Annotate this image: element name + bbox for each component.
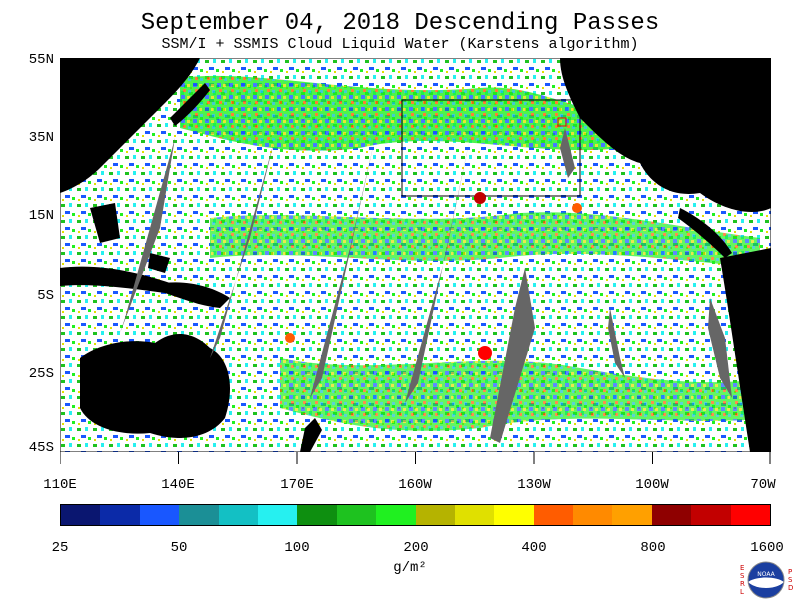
red-marker-box bbox=[557, 117, 567, 127]
colorbar-label: 25 bbox=[51, 540, 69, 556]
colorbar-label: 1600 bbox=[750, 540, 784, 556]
svg-text:D: D bbox=[788, 584, 793, 592]
lat-label: 35N bbox=[28, 130, 54, 146]
lon-label: 70W bbox=[750, 477, 776, 493]
lon-label: 160W bbox=[398, 477, 432, 493]
colorbar-swatch bbox=[218, 505, 258, 525]
cloud-band-south bbox=[280, 358, 771, 431]
map-subtitle: SSM/I + SSMIS Cloud Liquid Water (Karste… bbox=[161, 36, 639, 53]
central-america bbox=[678, 208, 732, 258]
lon-label: 170E bbox=[280, 477, 314, 493]
svg-text:S: S bbox=[740, 572, 745, 580]
colorbar-label: 100 bbox=[284, 540, 310, 556]
colorbar-label: 50 bbox=[170, 540, 188, 556]
swath-gap-6 bbox=[608, 308, 625, 378]
swath-gap-7 bbox=[708, 298, 732, 398]
colorbar-swatch bbox=[61, 505, 101, 525]
colorbar-swatch bbox=[691, 505, 731, 525]
colorbar-swatch bbox=[415, 505, 455, 525]
colorbar-label: 400 bbox=[521, 540, 547, 556]
colorbar-swatch bbox=[533, 505, 574, 525]
cloud-water-map bbox=[60, 58, 771, 452]
lat-label: 45S bbox=[28, 440, 54, 456]
north-america bbox=[560, 58, 771, 213]
colorbar-swatch bbox=[297, 505, 337, 525]
colorbar-swatch bbox=[336, 505, 377, 525]
colorbar-swatch bbox=[730, 505, 771, 525]
colorbar-label: 200 bbox=[403, 540, 429, 556]
lat-label: 15N bbox=[28, 208, 54, 224]
svg-text:NOAA: NOAA bbox=[757, 571, 775, 578]
philippines-indonesia bbox=[60, 203, 170, 293]
map-title: September 04, 2018 Descending Passes bbox=[140, 10, 660, 37]
lon-label: 110E bbox=[43, 477, 77, 493]
swath-gap-5 bbox=[490, 268, 535, 443]
new-guinea bbox=[165, 282, 230, 308]
svg-text:P: P bbox=[788, 568, 792, 576]
south-america bbox=[720, 248, 771, 452]
lat-label: 25S bbox=[28, 366, 54, 382]
svg-text:S: S bbox=[788, 576, 793, 584]
lat-label: 55N bbox=[28, 52, 54, 68]
colorbar-swatch bbox=[376, 505, 416, 525]
colorbar-swatch bbox=[612, 505, 652, 525]
swath-gap-8 bbox=[560, 128, 575, 178]
colorbar-swatch bbox=[651, 505, 692, 525]
lon-ticks bbox=[60, 452, 771, 464]
colorbar-label: 800 bbox=[640, 540, 666, 556]
noaa-logo: NOAA E S R L P S D bbox=[740, 561, 793, 599]
svg-text:L: L bbox=[740, 588, 744, 596]
lon-label: 100W bbox=[635, 477, 669, 493]
colorbar-swatch bbox=[179, 505, 219, 525]
svg-text:E: E bbox=[740, 564, 744, 572]
lon-label: 140E bbox=[161, 477, 195, 493]
storm-core bbox=[474, 192, 486, 204]
colorbar-swatch bbox=[100, 505, 140, 525]
storm-core bbox=[478, 346, 492, 360]
colorbar-swatch bbox=[257, 505, 298, 525]
colorbar-swatch bbox=[494, 505, 534, 525]
unit-label: g/m² bbox=[393, 560, 427, 576]
colorbar-swatch bbox=[573, 505, 613, 525]
cloud-band-itcz bbox=[210, 212, 760, 268]
lon-label: 130W bbox=[517, 477, 551, 493]
svg-text:R: R bbox=[740, 580, 745, 588]
japan bbox=[170, 83, 210, 126]
colorbar-swatch bbox=[454, 505, 495, 525]
colorbar-swatch bbox=[139, 505, 180, 525]
australia bbox=[80, 333, 230, 438]
colorbar bbox=[60, 504, 771, 526]
new-zealand bbox=[300, 418, 322, 452]
storm-core bbox=[285, 333, 295, 343]
lat-label: 5S bbox=[37, 288, 54, 304]
asia-landmass bbox=[60, 58, 200, 193]
storm-core bbox=[572, 203, 582, 213]
study-area-box bbox=[401, 99, 581, 197]
cloud-band-north bbox=[180, 75, 620, 151]
